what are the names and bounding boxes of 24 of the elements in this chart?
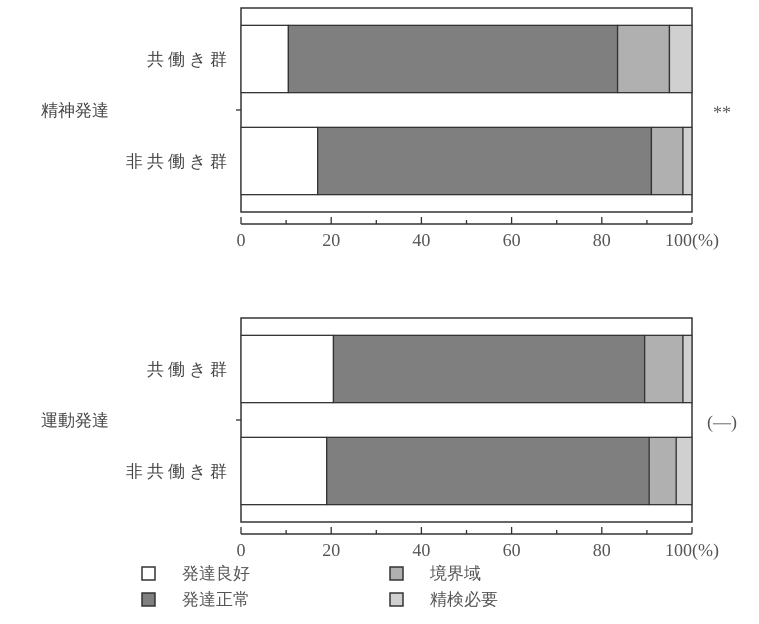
legend-label: 発達正常	[182, 590, 250, 609]
x-tick-label: 60	[502, 230, 521, 250]
x-tick-label: 60	[502, 540, 521, 560]
text: **	[713, 102, 731, 122]
x-tick-label: 20	[322, 540, 340, 560]
legend-label: 境界域	[429, 564, 481, 583]
x-tick-label: 100(%)	[665, 230, 719, 250]
y-axis-title: 精神発達	[41, 101, 109, 120]
y-tick-label: 非共働き群	[126, 152, 231, 171]
y-tick-label: 共働き群	[147, 50, 231, 69]
y-tick-label: 共働き群	[147, 360, 231, 379]
x-tick-label: 20	[322, 230, 340, 250]
x-tick-label: 40	[412, 230, 430, 250]
x-tick-label: 100(%)	[665, 540, 719, 560]
x-tick-label: 80	[592, 230, 611, 250]
x-tick-label: 40	[412, 540, 430, 560]
x-tick-label: 0	[236, 230, 246, 250]
text: (—)	[707, 412, 737, 432]
y-tick-label: 非共働き群	[126, 462, 231, 481]
x-tick-label: 0	[236, 540, 246, 560]
y-axis-title: 運動発達	[41, 411, 109, 430]
x-tick-label: 80	[592, 540, 611, 560]
legend-label: 発達良好	[182, 564, 250, 583]
legend-label: 精検必要	[430, 590, 498, 609]
